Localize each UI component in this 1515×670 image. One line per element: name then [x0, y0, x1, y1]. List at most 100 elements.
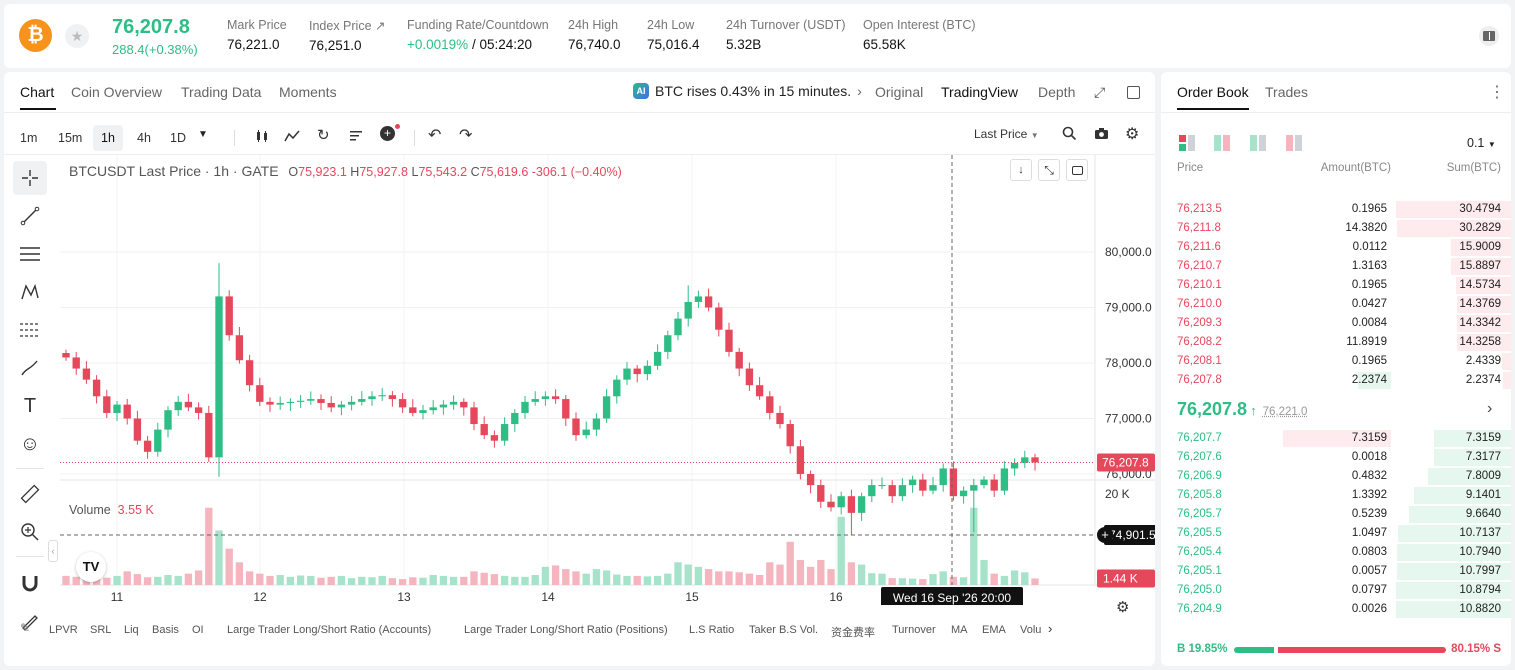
ask-row[interactable]: 76,209.3 0.0084 14.3342: [1161, 314, 1511, 333]
candle[interactable]: [511, 412, 519, 425]
stat-index-price[interactable]: Index Price ↗ 76,251.0: [309, 19, 386, 53]
candle[interactable]: [664, 335, 672, 352]
candle[interactable]: [347, 401, 356, 405]
ask-row[interactable]: 76,210.0 0.0427 14.3769: [1161, 295, 1511, 314]
candle[interactable]: [949, 468, 958, 497]
scroll-down-icon[interactable]: ↓: [1010, 159, 1032, 181]
candle[interactable]: [796, 446, 805, 474]
ask-row[interactable]: 76,213.5 0.1965 30.4794: [1161, 200, 1511, 219]
tab-order-book[interactable]: Order Book: [1177, 84, 1249, 100]
candle[interactable]: [72, 357, 80, 369]
candle[interactable]: [684, 301, 692, 319]
candle[interactable]: [92, 379, 101, 397]
more-options-icon[interactable]: ⋮: [1489, 84, 1505, 101]
ask-row[interactable]: 76,210.7 1.3163 15.8897: [1161, 257, 1511, 276]
pattern-tool-icon[interactable]: [13, 275, 47, 309]
tab-trades[interactable]: Trades: [1265, 84, 1309, 100]
candle[interactable]: [541, 396, 550, 400]
candle[interactable]: [409, 407, 417, 413]
candle[interactable]: [919, 479, 927, 491]
indicator-settings-icon[interactable]: ✎: [20, 621, 31, 635]
undo-icon[interactable]: ↶: [428, 127, 442, 144]
candle[interactable]: [868, 485, 876, 497]
indicator-9[interactable]: 资金费率: [831, 627, 875, 639]
bid-row[interactable]: 76,206.9 0.4832 7.8009: [1161, 467, 1511, 486]
candle[interactable]: [266, 401, 274, 405]
candle[interactable]: [1000, 468, 1009, 491]
candle[interactable]: [572, 418, 580, 436]
price-source-select[interactable]: Last Price ▼: [974, 127, 1039, 141]
candle[interactable]: [1021, 457, 1029, 463]
candle[interactable]: [113, 404, 121, 413]
candle[interactable]: [256, 385, 264, 402]
ruler-tool-icon[interactable]: [13, 477, 47, 511]
candle[interactable]: [990, 479, 998, 491]
candle[interactable]: [164, 410, 172, 430]
candle[interactable]: [143, 440, 152, 452]
candle[interactable]: [959, 490, 968, 497]
candle[interactable]: [531, 399, 539, 402]
candle[interactable]: [704, 296, 713, 308]
candle[interactable]: [82, 368, 91, 380]
indicators-icon[interactable]: [284, 128, 300, 149]
maximize-pane-icon[interactable]: [1066, 159, 1088, 181]
candle[interactable]: [368, 396, 376, 400]
layout-asks-icon[interactable]: [1286, 135, 1302, 156]
fibonacci-tool-icon[interactable]: [13, 313, 47, 347]
candle[interactable]: [776, 412, 784, 425]
candle[interactable]: [205, 412, 213, 458]
text-tool-icon[interactable]: T: [23, 394, 37, 417]
layout-both-icon[interactable]: [1179, 135, 1195, 156]
bid-row[interactable]: 76,205.5 1.0497 10.7137: [1161, 524, 1511, 543]
candle[interactable]: [307, 399, 315, 401]
candle[interactable]: [174, 401, 182, 411]
candle[interactable]: [194, 407, 203, 413]
candle[interactable]: [674, 318, 682, 336]
candle[interactable]: [643, 365, 652, 375]
candle[interactable]: [225, 296, 233, 336]
tab-moments[interactable]: Moments: [279, 84, 337, 100]
view-depth[interactable]: Depth: [1038, 84, 1076, 100]
replay-icon[interactable]: ↻: [317, 127, 330, 144]
candle[interactable]: [286, 401, 295, 403]
add-alert-plus-icon[interactable]: [1097, 526, 1113, 543]
candle[interactable]: [827, 501, 835, 508]
interval-1d[interactable]: 1D: [170, 131, 186, 145]
layout-both-alt-icon[interactable]: [1214, 135, 1230, 156]
candle[interactable]: [551, 396, 560, 400]
candle[interactable]: [582, 429, 590, 436]
trendline-tool-icon[interactable]: [13, 199, 47, 233]
candle[interactable]: [592, 418, 601, 430]
redo-icon[interactable]: ↷: [459, 127, 473, 144]
zoom-in-tool-icon[interactable]: [13, 515, 47, 549]
candle[interactable]: [317, 399, 325, 403]
collapse-toolbar-icon[interactable]: ‹: [48, 540, 58, 562]
candle[interactable]: [133, 418, 142, 441]
candle[interactable]: [388, 395, 397, 400]
interval-dropdown-icon[interactable]: ▼: [198, 129, 208, 140]
indicator-10[interactable]: Turnover: [892, 624, 936, 636]
ask-row[interactable]: 76,211.8 14.3820 30.2829: [1161, 219, 1511, 238]
bid-row[interactable]: 76,205.4 0.0803 10.7940: [1161, 543, 1511, 562]
candle[interactable]: [755, 385, 764, 397]
candle[interactable]: [337, 404, 346, 408]
interval-1h[interactable]: 1h: [93, 125, 123, 151]
tab-coin-overview[interactable]: Coin Overview: [71, 84, 163, 100]
bid-row[interactable]: 76,205.7 0.5239 9.6640: [1161, 505, 1511, 524]
candle[interactable]: [245, 360, 254, 386]
brush-tool-icon[interactable]: [13, 351, 47, 385]
candle[interactable]: [613, 379, 621, 397]
ask-row[interactable]: 76,208.2 11.8919 14.3258: [1161, 333, 1511, 352]
candle[interactable]: [398, 399, 407, 408]
candle[interactable]: [766, 396, 774, 413]
candle[interactable]: [184, 401, 193, 408]
candle[interactable]: [694, 296, 703, 302]
bid-row[interactable]: 76,205.8 1.3392 9.1401: [1161, 486, 1511, 505]
add-alert-icon[interactable]: +: [380, 126, 395, 141]
precision-select[interactable]: 0.1 ▼: [1467, 136, 1496, 150]
candle[interactable]: [215, 296, 223, 458]
candle-type-icon[interactable]: [254, 128, 270, 149]
view-tradingview[interactable]: TradingView: [941, 84, 1019, 100]
candle[interactable]: [715, 307, 723, 330]
expand-icon[interactable]: ⤢: [1094, 84, 1106, 100]
